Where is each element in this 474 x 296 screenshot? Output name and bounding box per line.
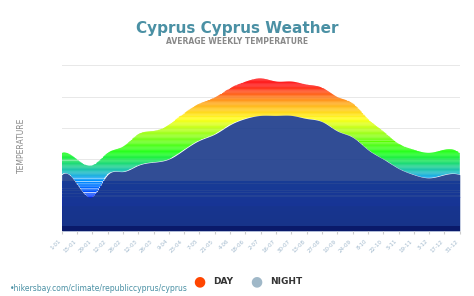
Text: •hikersbay.com/climate/republiccyprus/cyprus: •hikersbay.com/climate/republiccyprus/cy… [9,284,187,293]
Text: DAY: DAY [213,277,233,286]
Text: AVERAGE WEEKLY TEMPERATURE: AVERAGE WEEKLY TEMPERATURE [166,37,308,46]
Text: NIGHT: NIGHT [270,277,302,286]
Text: TEMPERATURE: TEMPERATURE [18,117,26,173]
Text: ●: ● [193,274,205,288]
Text: ●: ● [250,274,262,288]
Text: Cyprus Cyprus Weather: Cyprus Cyprus Weather [136,21,338,36]
